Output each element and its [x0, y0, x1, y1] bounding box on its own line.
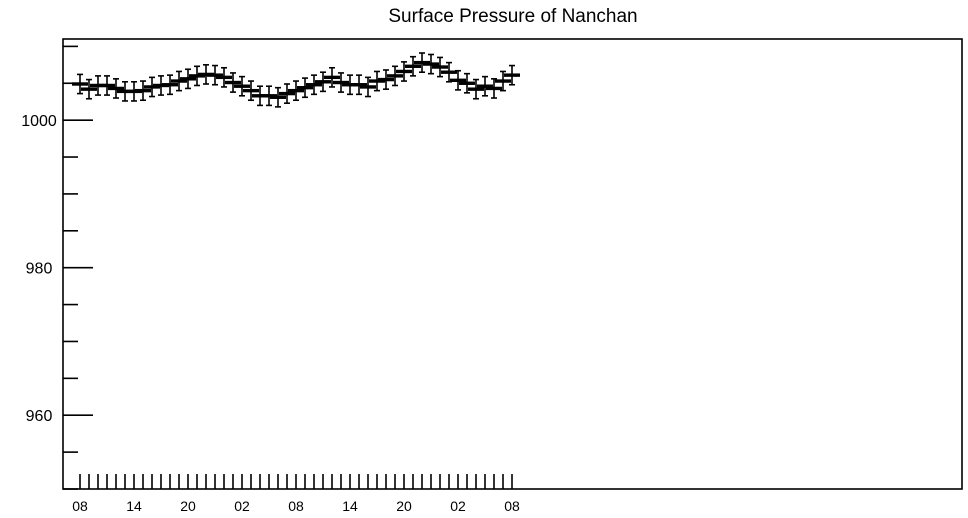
- data-point: [279, 83, 295, 104]
- plot-frame: [62, 38, 963, 490]
- data-point: [288, 80, 304, 102]
- data-point: [324, 66, 340, 88]
- y-tick-label: 960: [26, 408, 53, 425]
- data-point: [81, 78, 97, 100]
- data-point: [495, 70, 511, 92]
- data-point: [477, 75, 493, 97]
- data-point: [333, 72, 349, 93]
- data-point: [504, 64, 520, 86]
- data-point: [162, 74, 178, 96]
- data-marks: [72, 52, 520, 108]
- chart-title: Surface Pressure of Nanchan: [388, 6, 637, 27]
- data-point: [207, 64, 223, 86]
- data-point: [378, 69, 394, 90]
- data-point: [243, 80, 259, 102]
- x-tick-label: 14: [342, 498, 358, 514]
- data-point: [360, 76, 376, 98]
- data-point: [72, 73, 88, 95]
- y-tick-label: 980: [26, 261, 53, 278]
- x-tick-label: 20: [180, 498, 196, 514]
- data-point: [450, 69, 466, 91]
- data-point: [432, 56, 448, 78]
- data-point: [486, 78, 502, 99]
- data-point: [180, 68, 196, 90]
- data-point: [396, 61, 412, 82]
- data-point: [351, 74, 367, 96]
- x-tick-label: 20: [396, 498, 412, 514]
- x-tick-label: 08: [288, 498, 304, 514]
- data-point: [108, 78, 124, 99]
- x-tick-label: 02: [234, 498, 250, 514]
- y-tick-label: 1000: [21, 113, 57, 130]
- axes: 960 980 1000 08 14 20 02 08 14 20 02 08: [21, 38, 963, 514]
- data-point: [405, 55, 421, 77]
- x-tick-label: 14: [126, 498, 142, 514]
- data-point: [270, 86, 286, 108]
- data-point: [216, 66, 232, 88]
- data-point: [171, 70, 187, 92]
- data-point: [225, 72, 241, 93]
- data-point: [306, 74, 322, 96]
- x-tick-label: 08: [72, 498, 88, 514]
- x-tick-label: 02: [450, 498, 466, 514]
- data-point: [387, 65, 403, 87]
- data-point: [135, 80, 151, 102]
- data-point: [234, 75, 250, 97]
- data-point: [297, 77, 313, 99]
- x-tick-label: 08: [504, 498, 520, 514]
- data-point: [468, 78, 484, 100]
- data-point: [459, 72, 475, 94]
- data-point: [315, 71, 331, 93]
- data-point: [423, 53, 439, 75]
- data-point: [99, 75, 115, 96]
